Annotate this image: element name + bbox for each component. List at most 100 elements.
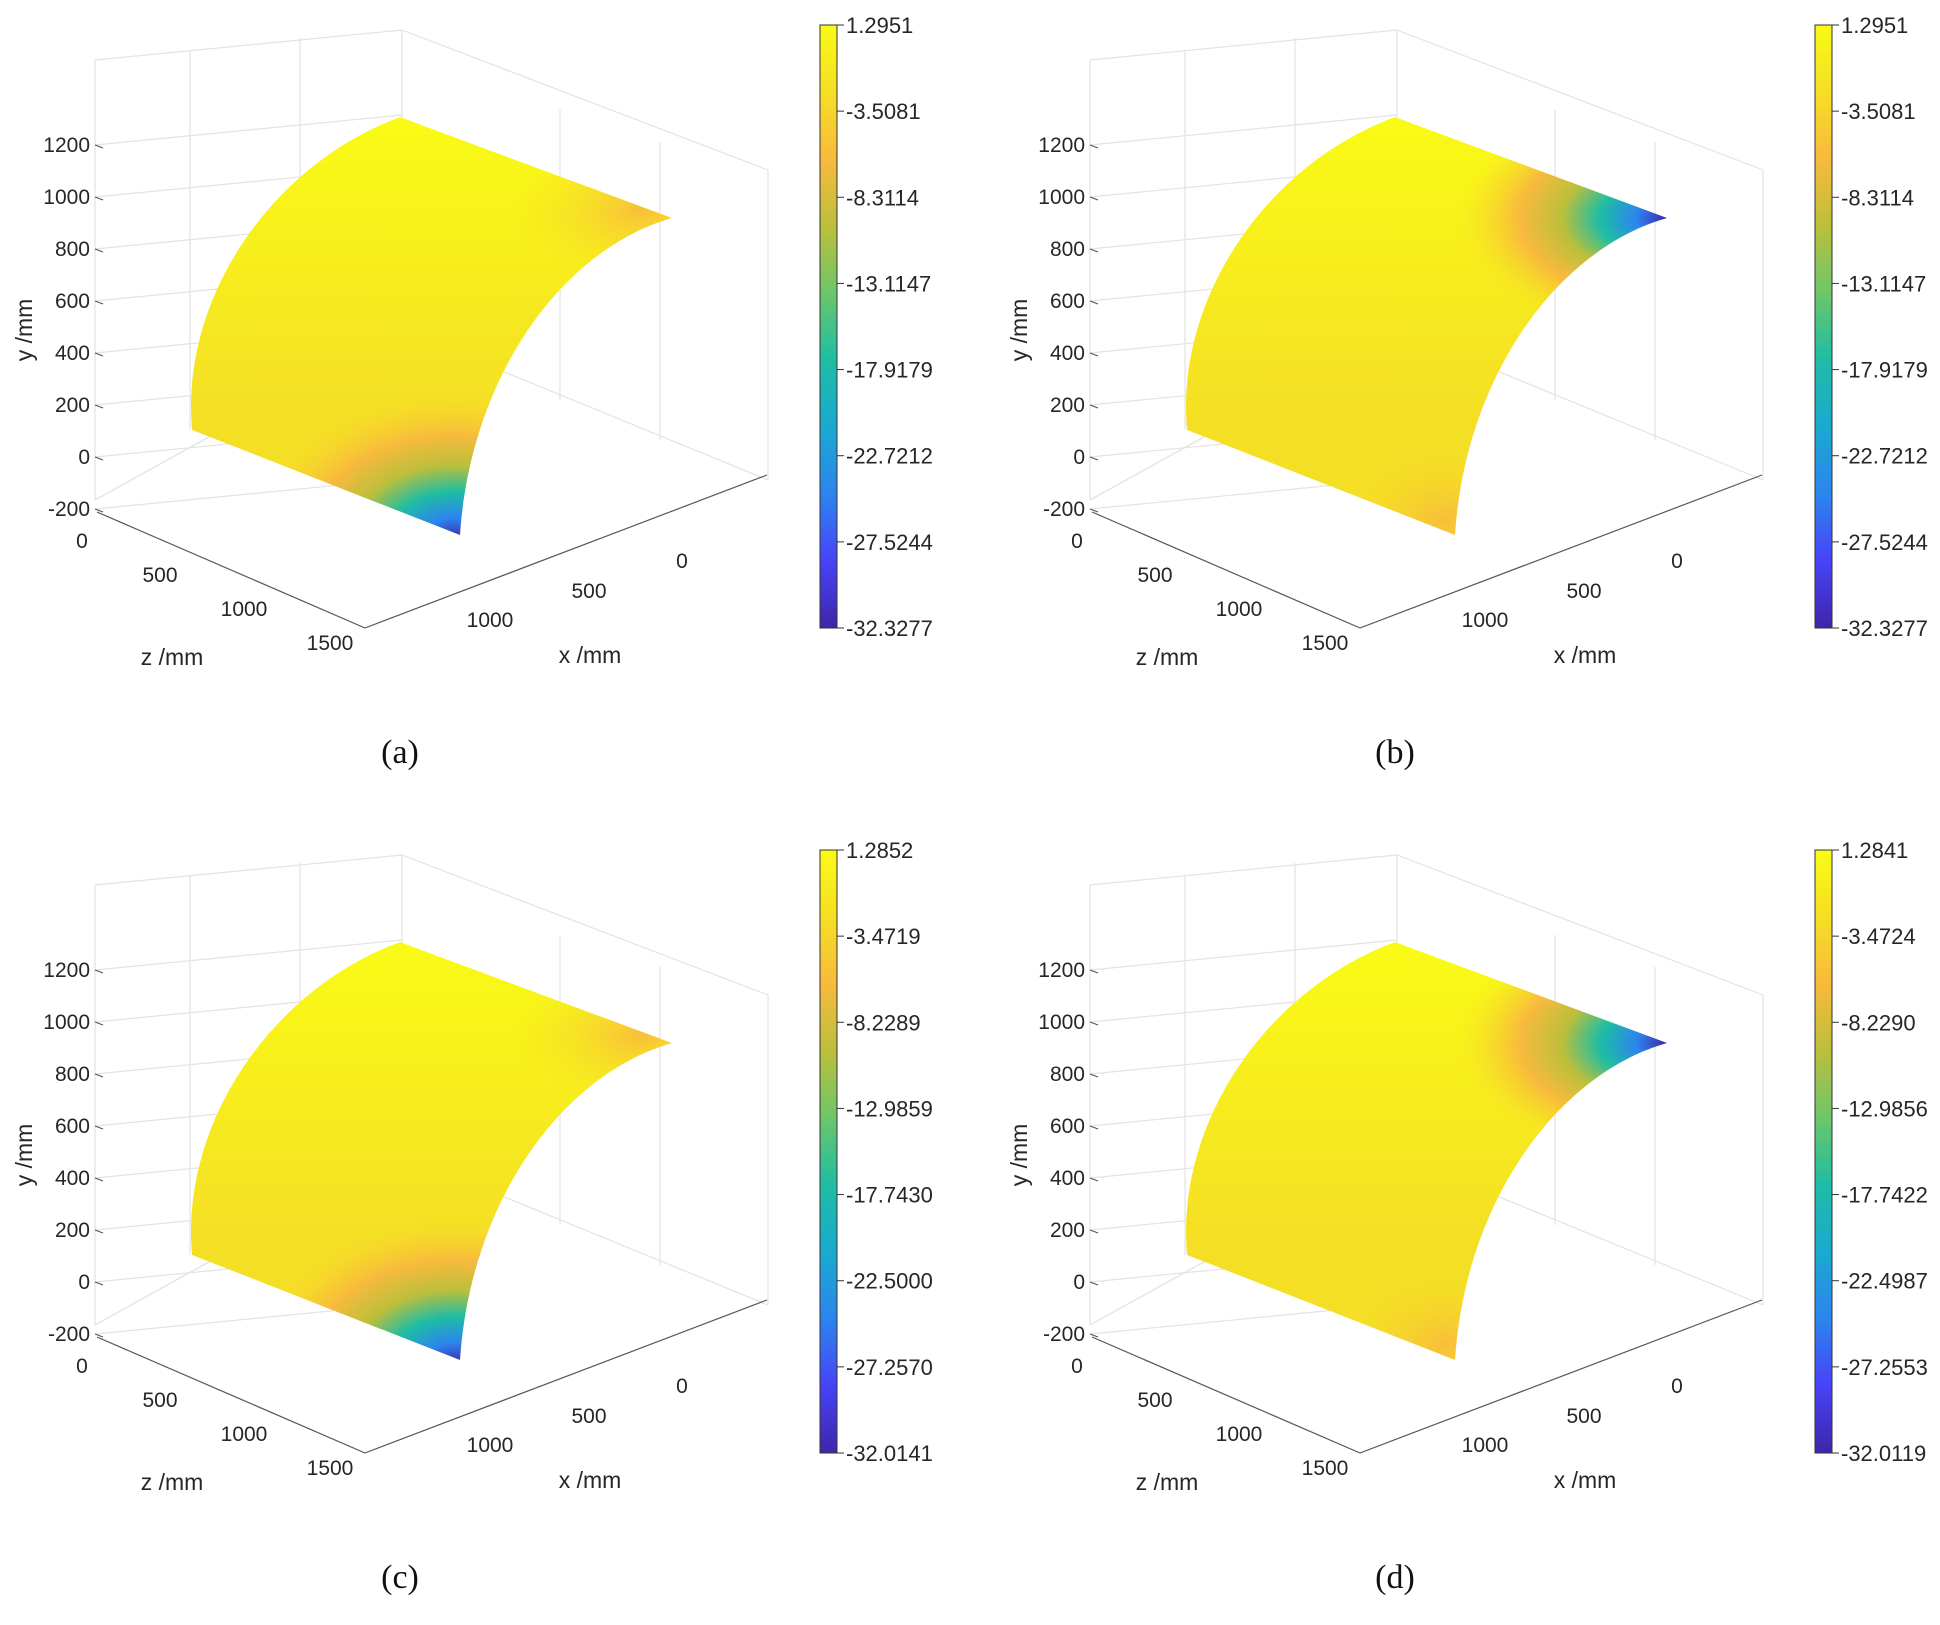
colorbar-tick-label: -17.7430: [846, 1183, 933, 1208]
z-tick-label: 0: [1071, 530, 1083, 553]
y-tick-label: -200: [48, 498, 90, 521]
x-tick-label: 0: [676, 1375, 688, 1398]
z-tick-label: 500: [1137, 1389, 1172, 1412]
colorbar-tick-label: -3.5081: [1841, 99, 1916, 124]
y-tick-label: 600: [55, 290, 90, 313]
z-axis-label: z /mm: [141, 1469, 204, 1495]
surface-plot: 1200 1000 800 600 400 200 0 -200 y /mm 0 500 1000 15…: [1006, 838, 1928, 1596]
colorbar-tick-label: 1.2841: [1841, 838, 1908, 863]
x-axis: 0 500 1000 x /mm: [467, 1375, 688, 1493]
y-tick-label: 1200: [1038, 134, 1085, 157]
stress-hotspot: [1457, 942, 1667, 1163]
colorbar-gradient: [819, 849, 838, 1454]
colorbar-tick-label: -27.5244: [846, 530, 933, 555]
colorbar-tick-label: -17.7422: [1841, 1183, 1928, 1208]
x-tick-label: 0: [1671, 550, 1683, 573]
surface: [190, 942, 672, 1360]
x-tick-label: 1000: [467, 609, 514, 632]
x-tick-label: 1000: [467, 1434, 514, 1457]
colorbar-tick-label: -17.9179: [1841, 358, 1928, 383]
secondary-region: [1335, 1265, 1555, 1360]
z-tick-label: 500: [1137, 564, 1172, 587]
y-tick-label: 400: [55, 342, 90, 365]
subplot-caption: (d): [1375, 1559, 1415, 1596]
colorbar-tick-label: -3.4719: [846, 924, 921, 949]
colorbar: 1.2841 -3.4724 -8.2290 -12.9856 -17.7422 -22.…: [1814, 838, 1928, 1466]
y-tick-label: 400: [55, 1167, 90, 1190]
z-axis: 0 500 1000 1500 z /mm: [76, 1355, 353, 1495]
x-axis-label: x /mm: [1554, 642, 1617, 668]
y-tick-label: 1000: [1038, 186, 1085, 209]
colorbar: 1.2951 -3.5081 -8.3114 -13.1147 -17.9179 -22.…: [1814, 13, 1928, 641]
y-tick-label: 200: [1050, 394, 1085, 417]
y-axis-label: y /mm: [1006, 1124, 1032, 1187]
y-tick-label: -200: [1043, 498, 1085, 521]
y-tick-label: 0: [78, 1271, 90, 1294]
y-axis-label: y /mm: [1006, 299, 1032, 362]
secondary-region: [510, 140, 672, 280]
y-tick-label: 1000: [43, 186, 90, 209]
colorbar-tick-label: -27.5244: [1841, 530, 1928, 555]
z-tick-label: 1000: [1216, 598, 1263, 621]
y-tick-label: 800: [1050, 238, 1085, 261]
y-tick-label: 1200: [43, 959, 90, 982]
z-axis-label: z /mm: [141, 644, 204, 670]
z-axis: 0 500 1000 1500 z /mm: [1071, 1355, 1348, 1495]
surface: [1185, 117, 1667, 535]
y-axis-label: y /mm: [11, 1124, 37, 1187]
z-tick-label: 1500: [1302, 632, 1349, 655]
y-axis: 1200 1000 800 600 400 200 0 -200 y /mm: [11, 134, 104, 521]
x-axis-label: x /mm: [1554, 1467, 1617, 1493]
colorbar-gradient: [819, 24, 838, 629]
y-axis-label: y /mm: [11, 299, 37, 362]
colorbar-tick-label: -13.1147: [1841, 271, 1926, 296]
subplot-caption: (c): [381, 1559, 419, 1596]
x-tick-label: 0: [1671, 1375, 1683, 1398]
y-tick-label: 1000: [43, 1011, 90, 1034]
colorbar-gradient: [1814, 24, 1833, 629]
colorbar-tick-label: -27.2553: [1841, 1355, 1928, 1380]
x-axis: 0 500 1000 x /mm: [1462, 1375, 1683, 1493]
colorbar-tick-label: -3.5081: [846, 99, 921, 124]
y-tick-label: 0: [78, 446, 90, 469]
z-tick-label: 0: [1071, 1355, 1083, 1378]
colorbar-tick-label: -3.4724: [1841, 924, 1916, 949]
colorbar-tick-label: -22.7212: [846, 444, 933, 469]
z-axis-label: z /mm: [1136, 644, 1199, 670]
colorbar-tick-label: -12.9856: [1841, 1096, 1928, 1121]
x-tick-label: 0: [676, 550, 688, 573]
y-tick-label: 800: [55, 1063, 90, 1086]
y-tick-label: 800: [1050, 1063, 1085, 1086]
y-tick-label: 600: [55, 1115, 90, 1138]
axis-lines: [96, 474, 768, 629]
y-tick-label: 1000: [1038, 1011, 1085, 1034]
colorbar: 1.2852 -3.4719 -8.2289 -12.9859 -17.7430 -22.…: [819, 838, 933, 1466]
surface-plot: 1200 1000 800 600 400 200 0 -200 y /mm 0 500 1000 15…: [11, 838, 933, 1596]
y-tick-label: 600: [1050, 290, 1085, 313]
z-axis: 0 500 1000 1500 z /mm: [76, 530, 353, 670]
z-tick-label: 500: [142, 564, 177, 587]
y-tick-label: 0: [1073, 1271, 1085, 1294]
colorbar-tick-label: 1.2951: [846, 13, 913, 38]
y-tick-label: 200: [55, 394, 90, 417]
colorbar-tick-label: 1.2852: [846, 838, 913, 863]
z-tick-label: 1000: [221, 1423, 268, 1446]
colorbar-tick-label: -22.7212: [1841, 444, 1928, 469]
x-tick-label: 500: [571, 580, 606, 603]
colorbar: 1.2951 -3.5081 -8.3114 -13.1147 -17.9179 -22.…: [819, 13, 933, 641]
x-tick-label: 500: [1566, 580, 1601, 603]
surface: [190, 117, 672, 535]
colorbar-tick-label: -8.2289: [846, 1010, 921, 1035]
y-axis: 1200 1000 800 600 400 200 0 -200 y /mm: [11, 959, 104, 1346]
y-tick-label: 800: [55, 238, 90, 261]
x-tick-label: 1000: [1462, 609, 1509, 632]
colorbar-tick-label: -32.3277: [846, 616, 933, 641]
x-axis: 0 500 1000 x /mm: [1462, 550, 1683, 668]
y-tick-label: 400: [1050, 342, 1085, 365]
colorbar-tick-label: -13.1147: [846, 271, 931, 296]
subplot-caption: (a): [381, 734, 419, 771]
z-tick-label: 1000: [221, 598, 268, 621]
y-tick-label: 200: [55, 1219, 90, 1242]
y-tick-label: 1200: [43, 134, 90, 157]
colorbar-tick-label: -27.2570: [846, 1355, 933, 1380]
